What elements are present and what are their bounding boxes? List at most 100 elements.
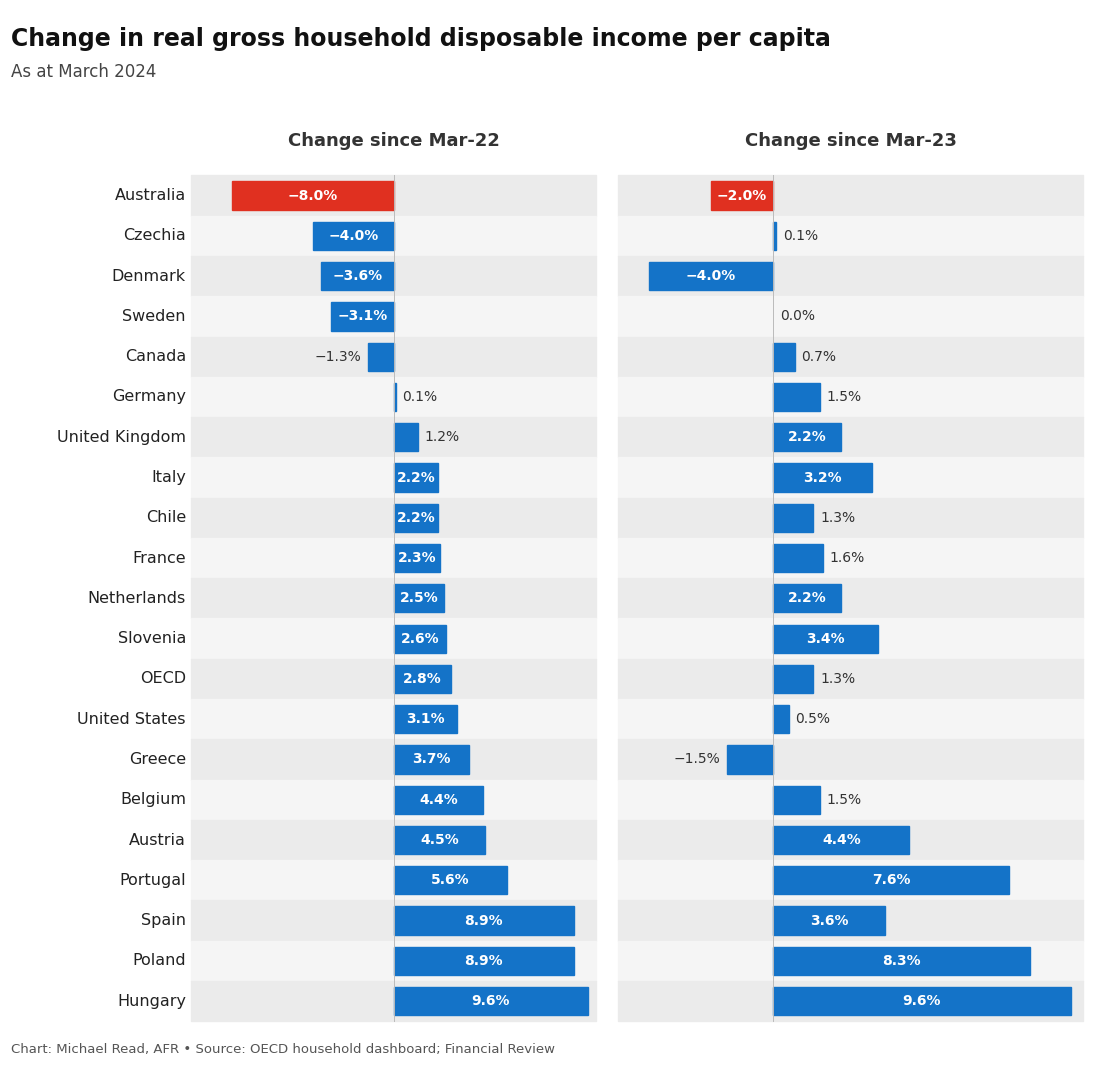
- Bar: [191, 740, 596, 780]
- Text: Austria: Austria: [129, 833, 186, 848]
- Text: Netherlands: Netherlands: [88, 591, 186, 605]
- Text: Chile: Chile: [146, 510, 186, 525]
- Bar: [773, 665, 814, 693]
- Text: Chart: Michael Read, AFR • Source: OECD household dashboard; Financial Review: Chart: Michael Read, AFR • Source: OECD …: [11, 1043, 555, 1056]
- Bar: [191, 297, 596, 337]
- Text: United States: United States: [78, 712, 186, 727]
- Bar: [773, 222, 777, 250]
- Text: Australia: Australia: [115, 188, 186, 204]
- Bar: [618, 618, 1083, 658]
- Bar: [394, 866, 508, 895]
- Bar: [394, 826, 485, 854]
- Text: −3.1%: −3.1%: [337, 310, 387, 324]
- Text: Greece: Greece: [129, 752, 186, 767]
- Bar: [618, 498, 1083, 538]
- Text: 2.8%: 2.8%: [403, 671, 442, 686]
- Text: France: France: [132, 550, 186, 565]
- Bar: [773, 342, 794, 370]
- Bar: [191, 377, 596, 417]
- Text: 2.2%: 2.2%: [397, 470, 435, 484]
- Text: 1.3%: 1.3%: [820, 511, 856, 525]
- Bar: [394, 745, 468, 773]
- Bar: [313, 222, 394, 250]
- Bar: [191, 780, 596, 820]
- Bar: [191, 941, 596, 981]
- Text: −4.0%: −4.0%: [328, 229, 379, 243]
- Text: Sweden: Sweden: [123, 309, 186, 324]
- Bar: [773, 464, 872, 492]
- Bar: [773, 584, 841, 613]
- Bar: [618, 377, 1083, 417]
- Text: Belgium: Belgium: [120, 793, 186, 807]
- Bar: [618, 740, 1083, 780]
- Bar: [773, 625, 878, 653]
- Text: −2.0%: −2.0%: [717, 188, 767, 203]
- Bar: [618, 981, 1083, 1021]
- Text: −4.0%: −4.0%: [686, 270, 736, 283]
- Bar: [394, 987, 589, 1015]
- Bar: [773, 987, 1071, 1015]
- Text: 3.1%: 3.1%: [406, 713, 444, 727]
- Bar: [191, 820, 596, 860]
- Bar: [773, 947, 1031, 975]
- Bar: [618, 658, 1083, 699]
- Text: Italy: Italy: [151, 470, 186, 485]
- Text: 2.2%: 2.2%: [788, 430, 827, 444]
- Text: 1.3%: 1.3%: [820, 671, 856, 686]
- Text: 9.6%: 9.6%: [903, 994, 941, 1008]
- Text: Hungary: Hungary: [117, 993, 186, 1008]
- Bar: [394, 947, 574, 975]
- Text: As at March 2024: As at March 2024: [11, 63, 156, 81]
- Bar: [191, 578, 596, 618]
- Bar: [773, 866, 1009, 895]
- Bar: [618, 256, 1083, 297]
- Text: Portugal: Portugal: [119, 873, 186, 888]
- Bar: [191, 618, 596, 658]
- Bar: [394, 504, 439, 532]
- Bar: [394, 785, 482, 813]
- Bar: [191, 658, 596, 699]
- Bar: [618, 417, 1083, 457]
- Bar: [394, 584, 444, 613]
- Bar: [191, 699, 596, 740]
- Bar: [773, 705, 789, 733]
- Text: Canada: Canada: [125, 349, 186, 364]
- Bar: [394, 383, 396, 412]
- Bar: [191, 337, 596, 377]
- Bar: [773, 423, 841, 452]
- Bar: [618, 780, 1083, 820]
- Text: 1.5%: 1.5%: [826, 793, 861, 807]
- Bar: [191, 981, 596, 1021]
- Text: 2.2%: 2.2%: [397, 511, 435, 525]
- Text: Czechia: Czechia: [124, 229, 186, 244]
- Text: 0.7%: 0.7%: [801, 350, 836, 364]
- Bar: [773, 504, 814, 532]
- Bar: [618, 699, 1083, 740]
- Text: 1.5%: 1.5%: [826, 390, 861, 404]
- Text: 3.2%: 3.2%: [803, 470, 842, 484]
- Text: 3.6%: 3.6%: [810, 914, 848, 927]
- Text: −1.5%: −1.5%: [673, 753, 720, 767]
- Text: United Kingdom: United Kingdom: [57, 430, 186, 445]
- Bar: [191, 457, 596, 498]
- Bar: [331, 302, 394, 330]
- Bar: [773, 544, 823, 572]
- Text: −3.6%: −3.6%: [333, 270, 383, 283]
- Bar: [711, 182, 773, 210]
- Bar: [191, 538, 596, 578]
- Text: 1.2%: 1.2%: [424, 430, 459, 444]
- Bar: [649, 262, 773, 290]
- Bar: [394, 544, 441, 572]
- Bar: [394, 464, 439, 492]
- Bar: [321, 262, 394, 290]
- Bar: [191, 417, 596, 457]
- Bar: [618, 175, 1083, 216]
- Bar: [394, 906, 574, 935]
- Text: 3.4%: 3.4%: [806, 631, 845, 645]
- Text: 4.4%: 4.4%: [419, 793, 457, 807]
- Bar: [773, 785, 819, 813]
- Text: Change in real gross household disposable income per capita: Change in real gross household disposabl…: [11, 27, 830, 51]
- Text: 3.7%: 3.7%: [412, 753, 451, 767]
- Bar: [618, 860, 1083, 900]
- Bar: [618, 538, 1083, 578]
